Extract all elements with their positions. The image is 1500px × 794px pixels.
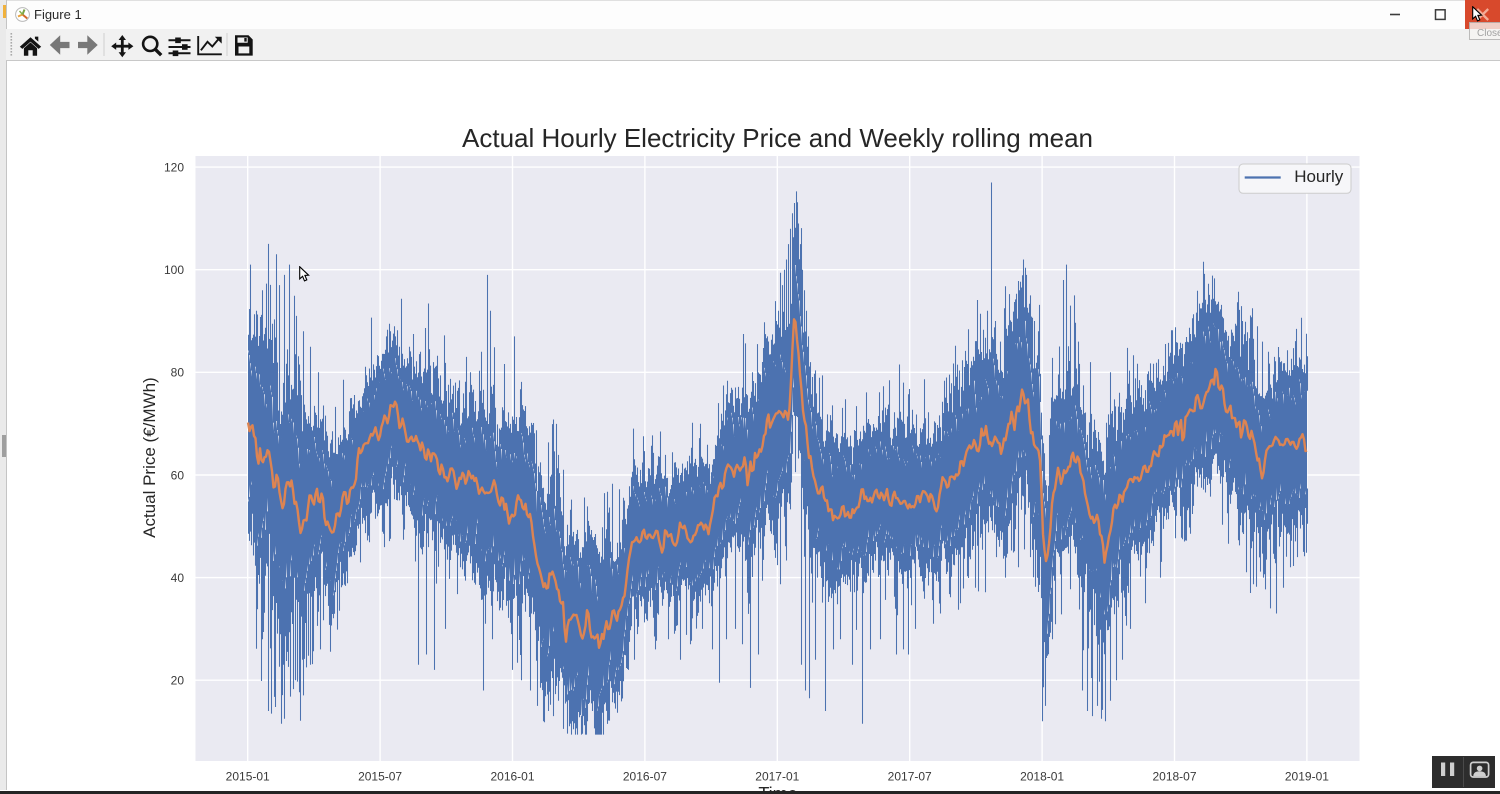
- svg-text:2016-01: 2016-01: [490, 770, 534, 784]
- svg-text:2018-01: 2018-01: [1020, 770, 1064, 784]
- svg-text:2015-07: 2015-07: [358, 770, 402, 784]
- svg-text:80: 80: [171, 366, 185, 380]
- svg-text:2017-07: 2017-07: [888, 770, 932, 784]
- svg-text:Actual Price (€/MWh): Actual Price (€/MWh): [140, 377, 159, 538]
- svg-text:2019-01: 2019-01: [1285, 770, 1329, 784]
- svg-text:40: 40: [171, 571, 185, 585]
- svg-text:20: 20: [171, 674, 185, 688]
- svg-text:Actual Hourly Electricity Pric: Actual Hourly Electricity Price and Week…: [462, 123, 1093, 153]
- svg-text:2018-07: 2018-07: [1152, 770, 1196, 784]
- svg-text:2017-01: 2017-01: [755, 770, 799, 784]
- svg-text:60: 60: [171, 468, 185, 482]
- svg-text:2016-07: 2016-07: [623, 770, 667, 784]
- svg-text:Hourly: Hourly: [1294, 167, 1344, 186]
- svg-text:100: 100: [164, 263, 184, 277]
- svg-text:2015-01: 2015-01: [226, 770, 270, 784]
- svg-text:Time: Time: [758, 784, 797, 794]
- svg-text:120: 120: [164, 160, 184, 174]
